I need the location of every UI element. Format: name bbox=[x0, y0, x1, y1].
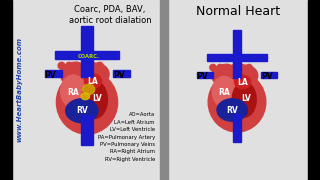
Ellipse shape bbox=[217, 99, 247, 121]
Text: LA: LA bbox=[88, 76, 98, 86]
Ellipse shape bbox=[224, 64, 231, 71]
Ellipse shape bbox=[208, 72, 266, 132]
Ellipse shape bbox=[56, 70, 118, 134]
Ellipse shape bbox=[82, 81, 108, 118]
Ellipse shape bbox=[212, 64, 240, 87]
Ellipse shape bbox=[84, 74, 101, 88]
Ellipse shape bbox=[83, 84, 95, 95]
Bar bbox=[168, 0, 308, 180]
Text: www.HeartBabyHome.com: www.HeartBabyHome.com bbox=[16, 37, 22, 143]
Bar bbox=[160, 0, 168, 180]
Bar bbox=[233, 114, 241, 142]
Bar bbox=[233, 30, 241, 78]
Text: COARC.: COARC. bbox=[78, 53, 100, 59]
Text: RA=Right Atrium: RA=Right Atrium bbox=[110, 150, 155, 154]
Bar bbox=[12, 0, 160, 180]
Ellipse shape bbox=[73, 62, 80, 69]
Ellipse shape bbox=[210, 64, 216, 71]
Ellipse shape bbox=[81, 93, 90, 100]
Ellipse shape bbox=[232, 82, 256, 117]
Text: RV: RV bbox=[76, 106, 88, 115]
Text: LA: LA bbox=[237, 78, 248, 87]
Ellipse shape bbox=[58, 62, 65, 69]
Ellipse shape bbox=[81, 62, 88, 69]
Ellipse shape bbox=[89, 62, 95, 69]
Text: AO=Aorta: AO=Aorta bbox=[129, 112, 155, 117]
Ellipse shape bbox=[231, 64, 238, 71]
Text: Normal Heart: Normal Heart bbox=[196, 5, 280, 18]
Bar bbox=[0, 0, 12, 180]
Ellipse shape bbox=[217, 64, 223, 71]
Bar bbox=[55, 51, 119, 59]
Ellipse shape bbox=[60, 62, 90, 86]
Text: RV=Right Ventricle: RV=Right Ventricle bbox=[105, 157, 155, 162]
Text: PV: PV bbox=[114, 71, 125, 80]
Text: RA: RA bbox=[218, 88, 230, 97]
Ellipse shape bbox=[212, 76, 236, 107]
Bar bbox=[308, 0, 320, 180]
Text: PA=Pulmonary Artery: PA=Pulmonary Artery bbox=[98, 134, 155, 140]
Ellipse shape bbox=[235, 75, 251, 89]
Ellipse shape bbox=[239, 64, 245, 71]
Ellipse shape bbox=[232, 65, 258, 86]
Text: PV: PV bbox=[261, 72, 273, 81]
Bar bbox=[44, 70, 61, 77]
Ellipse shape bbox=[82, 63, 109, 85]
Bar bbox=[197, 72, 213, 78]
Bar bbox=[81, 26, 93, 77]
Bar bbox=[113, 70, 130, 77]
Text: PV=Pulmonary Veins: PV=Pulmonary Veins bbox=[100, 142, 155, 147]
Ellipse shape bbox=[96, 62, 103, 69]
Text: LV=Left Ventricle: LV=Left Ventricle bbox=[110, 127, 155, 132]
Bar bbox=[261, 72, 277, 78]
Ellipse shape bbox=[66, 99, 98, 123]
Bar bbox=[207, 54, 268, 61]
Ellipse shape bbox=[61, 75, 86, 107]
Text: LA=Left Atrium: LA=Left Atrium bbox=[115, 120, 155, 125]
Ellipse shape bbox=[66, 62, 73, 69]
Text: RA: RA bbox=[68, 87, 79, 96]
Bar bbox=[81, 115, 93, 145]
Text: Coarc, PDA, BAV,
aortic root dialation: Coarc, PDA, BAV, aortic root dialation bbox=[69, 5, 151, 25]
Text: PV: PV bbox=[196, 72, 208, 81]
Text: LV: LV bbox=[242, 94, 252, 103]
Text: PV: PV bbox=[44, 71, 55, 80]
Text: RV: RV bbox=[226, 105, 238, 114]
Ellipse shape bbox=[246, 64, 252, 71]
Text: LV: LV bbox=[92, 94, 102, 103]
